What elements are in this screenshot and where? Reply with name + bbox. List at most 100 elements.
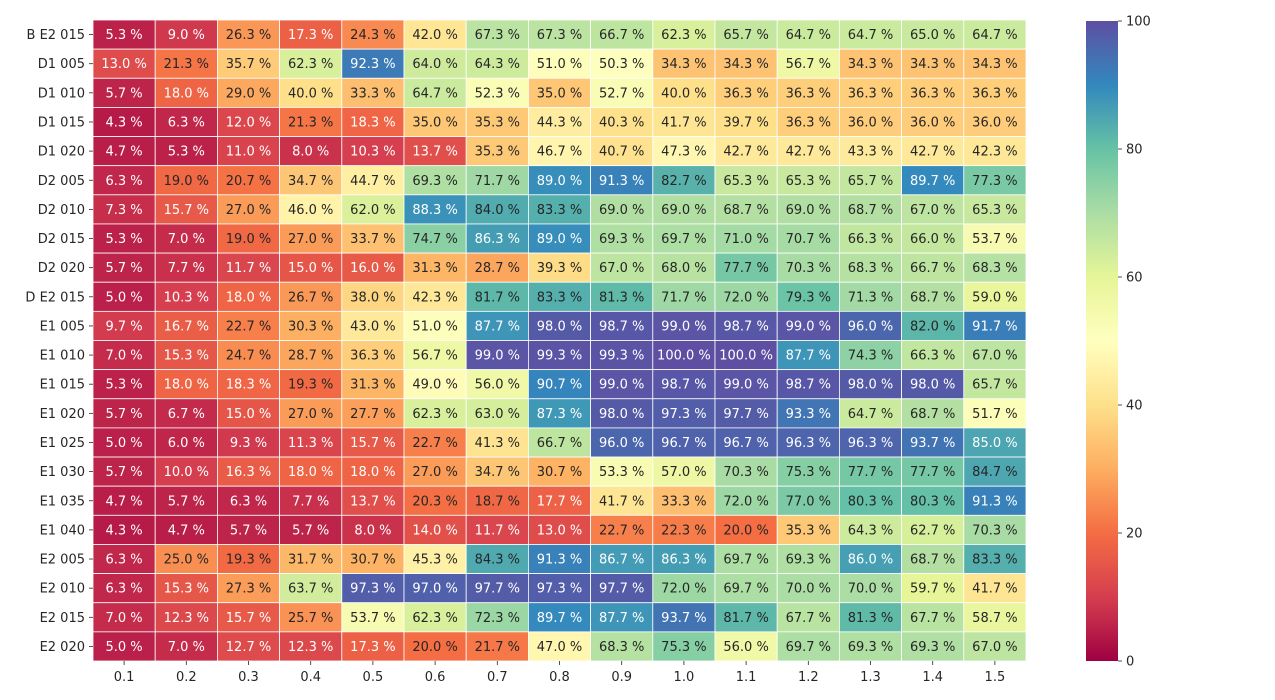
cell-value-label: 96.3 % [786, 436, 831, 451]
heatmap-cell [963, 631, 1027, 662]
cell-value-label: 69.7 % [661, 232, 706, 247]
heatmap-cell [465, 310, 529, 341]
cell-value-label: 72.0 % [723, 494, 768, 509]
cell-value-label: 27.0 % [226, 203, 271, 218]
cell-value-label: 67.7 % [910, 611, 955, 626]
heatmap-cell [776, 281, 840, 312]
cell-value-label: 99.0 % [661, 319, 706, 334]
heatmap-cell [465, 77, 529, 108]
heatmap-cell [963, 340, 1027, 371]
cell-value-label: 5.7 % [106, 261, 143, 276]
cell-value-label: 31.3 % [412, 261, 457, 276]
heatmap-cell [652, 165, 716, 196]
cell-value-label: 28.7 % [475, 261, 520, 276]
cell-value-label: 69.7 % [723, 553, 768, 568]
heatmap-cell [901, 136, 965, 167]
cell-value-label: 68.7 % [910, 290, 955, 305]
cell-value-label: 87.7 % [475, 319, 520, 334]
heatmap-cell [465, 223, 529, 254]
cell-value-label: 35.0 % [537, 86, 582, 101]
heatmap-cell [403, 310, 467, 341]
cell-value-label: 18.0 % [164, 378, 209, 393]
cell-value-label: 98.7 % [599, 319, 644, 334]
cell-value-label: 81.7 % [475, 290, 520, 305]
cell-value-label: 86.7 % [599, 553, 644, 568]
cell-value-label: 16.0 % [350, 261, 395, 276]
cell-value-label: 39.7 % [723, 115, 768, 130]
cell-value-label: 97.7 % [723, 407, 768, 422]
heatmap-cell [839, 398, 903, 429]
heatmap-cell [92, 194, 156, 225]
cell-value-label: 64.7 % [848, 407, 893, 422]
cell-value-label: 72.0 % [661, 582, 706, 597]
heatmap-cell [901, 514, 965, 545]
cell-value-label: 71.0 % [723, 232, 768, 247]
cell-value-label: 81.7 % [723, 611, 768, 626]
cell-value-label: 80.3 % [910, 494, 955, 509]
row-label: E1 020 [40, 407, 85, 422]
cell-value-label: 10.3 % [164, 290, 209, 305]
heatmap-cell [714, 456, 778, 487]
cell-value-label: 98.0 % [848, 378, 893, 393]
cell-value-label: 15.3 % [164, 349, 209, 364]
cell-value-label: 53.3 % [599, 465, 644, 480]
cell-value-label: 62.3 % [661, 28, 706, 43]
cell-value-label: 88.3 % [412, 203, 457, 218]
heatmap-cell [92, 252, 156, 283]
heatmap-cell [776, 165, 840, 196]
heatmap-cell [216, 340, 280, 371]
cell-value-label: 67.0 % [972, 349, 1017, 364]
heatmap-cell [403, 427, 467, 458]
column-label: 1.0 [674, 670, 695, 685]
cell-value-label: 98.0 % [910, 378, 955, 393]
cell-value-label: 58.7 % [972, 611, 1017, 626]
heatmap-cell [901, 223, 965, 254]
cell-value-label: 22.7 % [599, 523, 644, 538]
cell-value-label: 47.0 % [537, 640, 582, 655]
heatmap-cell [839, 194, 903, 225]
cell-value-label: 69.7 % [723, 582, 768, 597]
cell-value-label: 99.3 % [537, 349, 582, 364]
heatmap-cell [776, 398, 840, 429]
colorbar-tick-label: 80 [1126, 143, 1143, 158]
heatmap-cell [901, 252, 965, 283]
heatmap-cell [465, 252, 529, 283]
heatmap-cell [465, 136, 529, 167]
heatmap-cell [216, 573, 280, 604]
heatmap-cell [403, 252, 467, 283]
cell-value-label: 89.7 % [537, 611, 582, 626]
cell-value-label: 99.3 % [599, 349, 644, 364]
heatmap-cell [839, 77, 903, 108]
heatmap-cell [963, 165, 1027, 196]
cell-value-label: 84.3 % [475, 553, 520, 568]
cell-value-label: 6.7 % [168, 407, 205, 422]
heatmap-cell [528, 223, 592, 254]
cell-value-label: 53.7 % [972, 232, 1017, 247]
cell-value-label: 77.7 % [723, 261, 768, 276]
heatmap-cell [714, 369, 778, 400]
cell-value-label: 98.7 % [723, 319, 768, 334]
heatmap-cell [403, 107, 467, 137]
heatmap-cell [279, 398, 343, 429]
heatmap-cell [216, 369, 280, 400]
heatmap-cell [216, 281, 280, 312]
cell-value-label: 67.3 % [475, 28, 520, 43]
cell-value-label: 12.3 % [288, 640, 333, 655]
cell-value-label: 71.7 % [661, 290, 706, 305]
heatmap-cell [963, 602, 1027, 633]
cell-value-label: 27.0 % [288, 232, 333, 247]
cell-value-label: 96.7 % [661, 436, 706, 451]
row-label: E1 015 [40, 378, 85, 393]
cell-value-label: 97.7 % [475, 582, 520, 597]
cell-value-label: 93.7 % [910, 436, 955, 451]
column-label: 0.6 [425, 670, 446, 685]
heatmap-cell [776, 136, 840, 167]
heatmap-cell [216, 514, 280, 545]
row-label: E1 030 [40, 465, 85, 480]
cell-value-label: 36.0 % [848, 115, 893, 130]
colorbar-tick-label: 0 [1126, 655, 1134, 670]
heatmap-cell [652, 310, 716, 341]
heatmap-cell [839, 223, 903, 254]
cell-value-label: 34.3 % [723, 57, 768, 72]
cell-value-label: 12.0 % [226, 115, 271, 130]
